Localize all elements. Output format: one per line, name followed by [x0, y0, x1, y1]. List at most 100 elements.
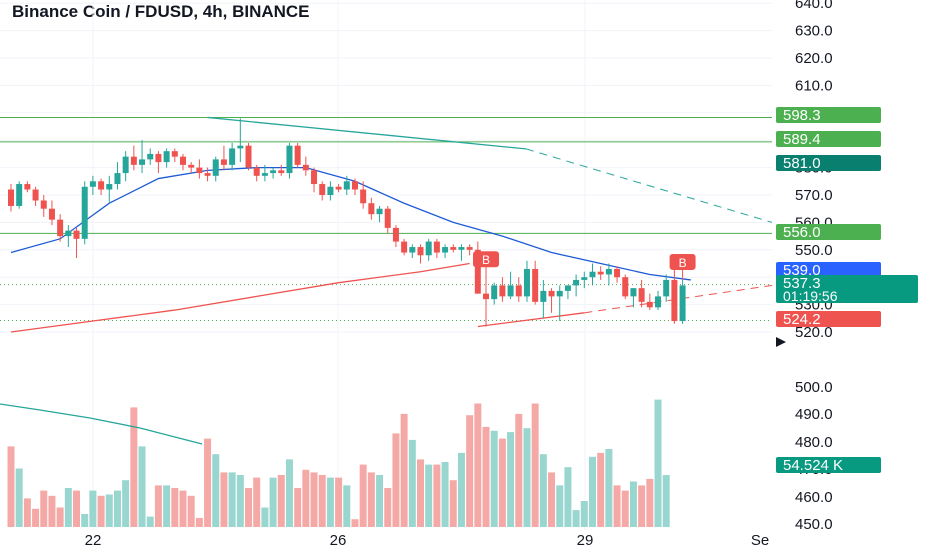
volume-bar [343, 485, 351, 527]
candle-body [450, 247, 457, 250]
candle-body [57, 219, 64, 237]
candle-body [130, 156, 137, 165]
volume-bar [498, 438, 506, 527]
buy-signal-badge [473, 251, 500, 268]
price-tick-label: 640.0 [795, 0, 833, 12]
volume-bar [23, 498, 31, 527]
candle-body [573, 279, 580, 286]
volume-pane-tick-label: 500.0 [795, 379, 833, 396]
candle-body [671, 279, 678, 322]
volume-bar [146, 516, 154, 527]
candle-body [368, 203, 375, 215]
candle-body [523, 268, 530, 297]
price-label-589-4: 589.4 [783, 131, 821, 148]
candle-body [16, 184, 23, 206]
candle-body [474, 249, 481, 294]
volume-bar [556, 485, 564, 527]
price-tick-label: 550.0 [795, 242, 833, 259]
candle-body [532, 268, 539, 302]
time-axis: 22 26 29 Se [85, 532, 770, 549]
volume-bar [400, 413, 408, 527]
volume-bar [32, 508, 40, 527]
volume-bar [285, 459, 293, 527]
volume-value-label: 54.524 K [783, 457, 843, 474]
candle-body [614, 268, 621, 278]
volume-bar [597, 452, 605, 527]
candle-body [597, 271, 604, 275]
volume-bar [318, 475, 326, 527]
volume-bar [253, 477, 261, 527]
trendline-down [207, 116, 527, 150]
volume-bars [0, 399, 670, 527]
candle-body [327, 186, 334, 195]
chart-title: Binance Coin / FDUSD, 4h, BINANCE [12, 2, 310, 21]
volume-bar [40, 490, 48, 527]
volume-pane-tick-label: 460.0 [795, 489, 833, 506]
candle-body [392, 227, 399, 242]
trendline-down-extension [525, 148, 773, 223]
price-tick-label: 570.0 [795, 187, 833, 204]
volume-pane-tick-label: 490.0 [795, 406, 833, 423]
volume-bar [654, 399, 662, 527]
volume-bar [212, 454, 220, 527]
volume-bar [548, 472, 556, 527]
volume-ma-line [0, 403, 203, 445]
candle-body [417, 247, 424, 256]
volume-bar [113, 490, 121, 527]
volume-bar [425, 464, 433, 527]
volume-bar [564, 467, 572, 527]
volume-bar [441, 462, 449, 527]
candles [8, 118, 686, 327]
candle-body [245, 145, 252, 168]
candle-body [458, 247, 465, 250]
indicator-lines [0, 116, 773, 333]
volume-bar [646, 478, 654, 527]
candle-body [155, 153, 162, 163]
price-tick-label: 520.0 [795, 324, 833, 341]
time-tick-label: 29 [577, 532, 594, 549]
volume-bar [97, 495, 105, 527]
trendline-up [477, 312, 585, 328]
price-label-524-2-bg [776, 311, 881, 327]
price-label-581-0: 581.0 [783, 155, 821, 172]
time-tick-label: 26 [330, 532, 347, 549]
volume-bar [580, 501, 588, 527]
candle-body [540, 290, 547, 302]
volume-bar [105, 494, 113, 527]
candle-body [204, 173, 211, 176]
volume-bar [73, 490, 81, 527]
volume-bar [392, 433, 400, 527]
candle-body [65, 230, 72, 237]
candle-body [655, 296, 662, 308]
price-label-598-3: 598.3 [783, 107, 821, 124]
volume-bar [449, 480, 457, 527]
candle-body [556, 290, 563, 297]
volume-bar [236, 475, 244, 527]
candle-body [81, 186, 88, 239]
candle-body [466, 247, 473, 250]
price-label-524-2: 524.2 [783, 311, 821, 328]
candle-body [433, 241, 440, 253]
candle-body [179, 156, 186, 165]
volume-bar [507, 432, 515, 527]
price-tick-label: 620.0 [795, 50, 833, 67]
volume-bar [629, 481, 637, 527]
candle-body [73, 230, 80, 239]
volume-bar [408, 439, 416, 527]
ema-fast-line [10, 166, 691, 281]
volume-bar [294, 488, 302, 527]
candle-body [319, 184, 326, 195]
volume-bar [457, 452, 465, 527]
candle-body [24, 184, 31, 190]
volume-bar [204, 438, 212, 527]
price-label-556-0-bg [776, 224, 881, 240]
buy-signal-label: B [679, 256, 687, 270]
time-tick-label: 22 [85, 532, 102, 549]
candle-body [270, 170, 277, 174]
volume-bar [638, 485, 646, 527]
volume-bar [220, 472, 228, 527]
candle-body [32, 189, 39, 201]
buy-signal-label: B [482, 253, 490, 267]
